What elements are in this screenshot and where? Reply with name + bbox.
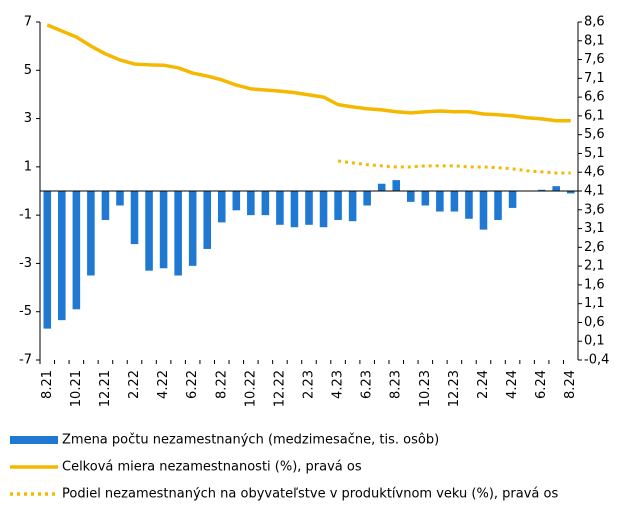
y2-tick-label: 5,1 bbox=[584, 146, 605, 161]
y-tick-label: 7 bbox=[24, 15, 32, 30]
y2-tick-label: 4,6 bbox=[584, 165, 605, 180]
bar bbox=[159, 191, 168, 269]
x-tick-label: 8.24 bbox=[563, 370, 578, 399]
bar bbox=[276, 191, 284, 225]
bar bbox=[87, 191, 95, 276]
bar bbox=[305, 191, 313, 225]
bar bbox=[174, 191, 182, 276]
bar bbox=[58, 191, 66, 321]
bar bbox=[479, 191, 488, 230]
x-tick-label: 12.21 bbox=[98, 370, 113, 407]
line bbox=[337, 159, 571, 175]
line bbox=[46, 23, 571, 123]
bar bbox=[436, 191, 444, 212]
bar bbox=[203, 191, 211, 249]
y-tick-label: -7 bbox=[19, 353, 32, 368]
bar bbox=[319, 191, 328, 228]
x-tick-label: 6.23 bbox=[360, 370, 375, 399]
x-tick-label: 6.24 bbox=[534, 370, 549, 399]
bar bbox=[145, 191, 153, 271]
x-tick-label: 2.23 bbox=[302, 370, 317, 399]
x-tick-label: 4.22 bbox=[156, 370, 171, 399]
x-tick-label: 10.23 bbox=[418, 370, 433, 407]
bar bbox=[116, 191, 124, 206]
x-tick-label: 8.21 bbox=[40, 370, 55, 399]
bar bbox=[72, 191, 81, 310]
bar bbox=[465, 191, 473, 219]
legend-swatch bbox=[10, 436, 58, 444]
x-tick-label: 2.22 bbox=[127, 370, 142, 399]
bar bbox=[290, 191, 299, 228]
y2-tick-label: 3,6 bbox=[584, 202, 605, 217]
y2-tick-label: 2,6 bbox=[584, 240, 605, 255]
x-tick-label: 6.22 bbox=[185, 370, 200, 399]
bar bbox=[450, 191, 459, 212]
bar bbox=[348, 191, 357, 222]
bar bbox=[407, 191, 415, 202]
x-tick-label: 8.22 bbox=[214, 370, 229, 399]
legend-label: Celková miera nezamestnanosti (%), pravá… bbox=[62, 460, 362, 475]
y2-tick-label: 3,1 bbox=[584, 221, 605, 236]
bar bbox=[217, 191, 226, 223]
bar bbox=[377, 183, 386, 191]
bar bbox=[363, 191, 371, 206]
y-tick-label: -1 bbox=[19, 208, 32, 223]
y2-tick-label: 6,6 bbox=[584, 90, 605, 105]
x-tick-label: 12.22 bbox=[272, 370, 287, 407]
y-tick-label: 3 bbox=[24, 111, 32, 126]
legend-label: Zmena počtu nezamestnaných (medzimesačne… bbox=[62, 433, 439, 448]
bar bbox=[552, 186, 560, 191]
x-tick-label: 10.21 bbox=[69, 370, 84, 407]
y-tick-label: 5 bbox=[24, 63, 32, 78]
y2-tick-label: 6,1 bbox=[584, 108, 605, 123]
x-tick-label: 8.23 bbox=[389, 370, 404, 399]
bar bbox=[508, 191, 517, 208]
y2-tick-label: 4,1 bbox=[584, 184, 605, 199]
x-tick-label: 12.23 bbox=[447, 370, 462, 407]
bar bbox=[392, 180, 401, 191]
x-tick-label: 10.22 bbox=[243, 370, 258, 407]
y2-tick-label: 0,6 bbox=[584, 315, 605, 330]
bar bbox=[247, 191, 255, 216]
y2-tick-label: 8,6 bbox=[584, 15, 605, 30]
x-tick-label: 4.23 bbox=[331, 370, 346, 399]
bar bbox=[101, 191, 110, 220]
y2-tick-label: 7,1 bbox=[584, 71, 605, 86]
y-tick-label: -5 bbox=[19, 304, 32, 319]
y2-tick-label: 1,6 bbox=[584, 277, 605, 292]
x-tick-label: 4.24 bbox=[505, 370, 520, 399]
bar bbox=[130, 191, 139, 245]
y-tick-label: 1 bbox=[24, 159, 32, 174]
y2-tick-label: 8,1 bbox=[584, 33, 605, 48]
legend-label: Podiel nezamestnaných na obyvateľstve v … bbox=[62, 487, 558, 502]
bar bbox=[421, 191, 430, 206]
bar bbox=[261, 191, 270, 216]
bar bbox=[537, 189, 546, 191]
bar bbox=[232, 191, 241, 211]
y2-tick-label: -0,4 bbox=[584, 353, 609, 368]
x-tick-label: 2.24 bbox=[476, 370, 491, 399]
y2-tick-label: 0,1 bbox=[584, 334, 605, 349]
bar bbox=[43, 191, 52, 329]
y2-tick-label: 7,6 bbox=[584, 52, 605, 67]
bar bbox=[334, 191, 342, 220]
y2-tick-label: 5,6 bbox=[584, 127, 605, 142]
bar bbox=[188, 191, 197, 266]
y2-tick-label: 2,1 bbox=[584, 259, 605, 274]
bar bbox=[566, 191, 575, 194]
bar bbox=[494, 191, 502, 220]
y2-tick-label: 1,1 bbox=[584, 296, 605, 311]
y-tick-label: -3 bbox=[19, 256, 32, 271]
